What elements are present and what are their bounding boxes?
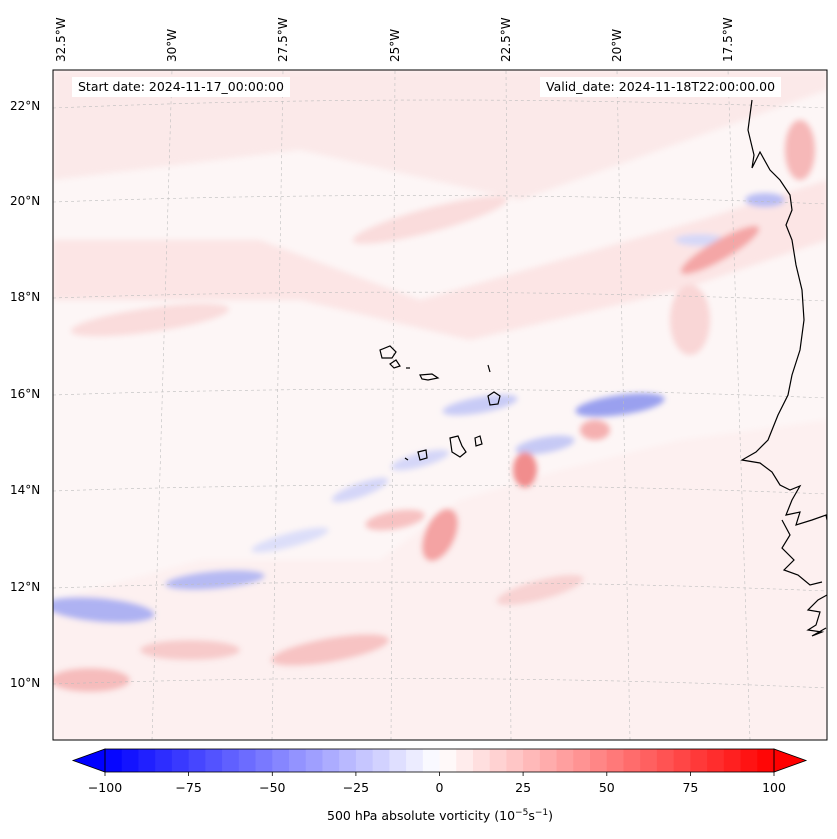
lat-label-20n: 20°N [10,194,41,208]
colorbar-segment [222,749,240,772]
colorbar-tick-marks [104,772,775,776]
colorbar-segment [305,749,323,772]
valid-date-label: Valid_date: 2024-11-18T22:00:00.00 [540,77,782,97]
colorbar-tick-label: 50 [598,780,615,795]
colorbar-segment [456,749,474,772]
colorbar-tick-label: 25 [515,780,532,795]
lat-label-10n: 10°N [10,676,41,690]
colorbar [71,748,808,776]
coastlines [379,99,827,637]
lat-label-12n: 12°N [10,580,41,594]
colorbar-segment [372,749,390,772]
colorbar-segment [121,749,139,772]
colorbar-segment [406,749,424,772]
colorbar-segment [389,749,407,772]
colorbar-segment [523,749,541,772]
lat-label-22n: 22°N [10,99,41,113]
colorbar-segment [422,749,441,772]
colorbar-segment [656,749,675,772]
colorbar-segment [472,749,491,772]
colorbar-segment [155,749,173,772]
start-date-label: Start date: 2024-11-17_00:00:00 [72,77,290,97]
lon-label-27-5w: 27.5°W [276,17,290,62]
colorbar-segment [590,749,608,772]
colorbar-segment [539,749,558,772]
lon-label-25w: 25°W [388,28,402,62]
colorbar-tick-label: 0 [435,780,444,795]
colorbar-segment [556,749,574,772]
colorbar-segment [188,749,206,772]
colorbar-title: 500 hPa absolute vorticity (10−5s−1) [326,808,554,824]
colorbar-tick-label: 75 [682,780,699,795]
lat-label-18n: 18°N [10,290,41,304]
colorbar-segment [640,749,658,772]
colorbar-segment [573,749,591,772]
cape-verde-santo-antao [379,345,397,359]
cape-verde-boa-vista [487,391,501,406]
lat-label-14n: 14°N [10,483,41,497]
lon-label-30w: 30°W [165,28,179,62]
colorbar-segment [673,749,691,772]
colorbar-segment [171,749,190,772]
cape-verde-santiago [449,435,467,458]
colorbar-segment [255,749,273,772]
colorbar-segment [740,749,758,772]
colorbar-segment [707,749,725,772]
colorbar-segment [489,749,507,772]
africa-coastline [740,99,827,637]
colorbar-segment [623,749,641,772]
lon-label-20w: 20°W [610,28,624,62]
colorbar-gradient [105,749,775,772]
colorbar-segment [757,749,775,772]
colorbar-tick-label: −25 [342,780,370,795]
colorbar-min-extension [71,748,106,773]
colorbar-segment [606,749,624,772]
lon-label-32-5w: 32.5°W [54,17,68,62]
map-frame [52,69,828,741]
colorbar-segment [105,749,123,772]
colorbar-segment [138,749,156,772]
colorbar-tick-label: −100 [87,780,123,795]
colorbar-segment [272,749,290,772]
gridlines [53,70,827,740]
colorbar-segment [355,749,374,772]
colorbar-segment [339,749,357,772]
colorbar-segment [690,749,708,772]
colorbar-segment [205,749,223,772]
colorbar-tick-label: −50 [259,780,286,795]
colorbar-tick-label: 100 [762,780,786,795]
colorbar-segment [439,749,457,772]
colorbar-max-extension [773,748,808,773]
colorbar-segment [506,749,524,772]
lon-label-17-5w: 17.5°W [721,17,735,62]
map-area [53,70,827,740]
colorbar-segment [723,749,742,772]
lat-label-16n: 16°N [10,387,41,401]
colorbar-tick-label: −75 [175,780,202,795]
colorbar-segment [288,749,307,772]
colorbar-segment [238,749,257,772]
vorticity-field [53,70,827,740]
lon-label-22-5w: 22.5°W [499,17,513,62]
colorbar-segment [322,749,340,772]
